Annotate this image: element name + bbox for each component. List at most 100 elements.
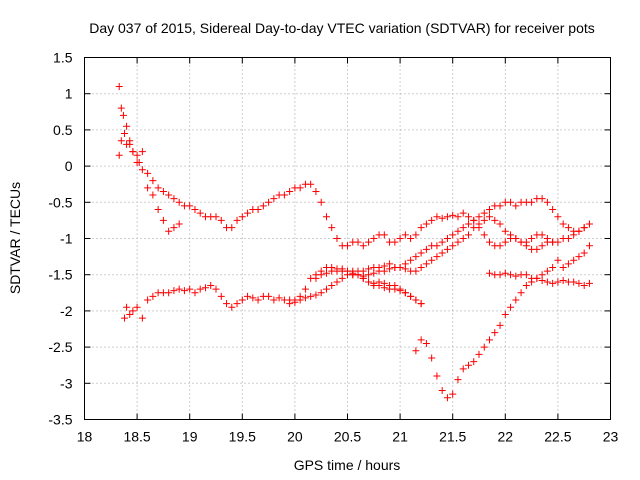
data-point xyxy=(254,206,262,214)
data-point xyxy=(417,300,425,308)
data-point xyxy=(207,282,215,290)
data-point xyxy=(186,285,194,293)
data-point xyxy=(249,294,257,302)
data-point xyxy=(338,265,346,273)
data-point xyxy=(159,187,167,195)
data-point xyxy=(459,235,467,242)
data-point xyxy=(391,238,399,246)
data-point xyxy=(491,329,499,337)
data-point xyxy=(354,238,362,246)
data-point xyxy=(486,336,494,344)
data-point xyxy=(559,263,567,271)
data-point xyxy=(317,198,325,206)
data-point xyxy=(470,224,478,232)
data-point xyxy=(228,303,236,311)
data-point xyxy=(165,289,173,297)
data-point xyxy=(149,292,157,300)
x-tick-label: 23 xyxy=(603,429,619,445)
data-point xyxy=(512,296,520,304)
x-tick-label: 20 xyxy=(287,429,303,445)
data-point xyxy=(212,213,220,221)
data-point xyxy=(464,213,472,221)
data-point xyxy=(549,206,557,214)
data-point xyxy=(296,296,304,304)
series-arc-4 xyxy=(286,195,593,306)
data-point xyxy=(449,231,457,239)
data-point xyxy=(543,267,551,275)
data-point xyxy=(175,220,183,228)
data-point xyxy=(491,216,499,224)
data-point xyxy=(496,202,504,210)
data-point xyxy=(528,235,536,242)
y-tick-label: -3.5 xyxy=(48,412,72,428)
data-point xyxy=(449,242,457,250)
data-point xyxy=(154,206,162,214)
data-point xyxy=(322,213,330,221)
data-point xyxy=(480,216,488,224)
data-point xyxy=(459,365,467,373)
data-point xyxy=(154,184,162,192)
data-point xyxy=(123,303,131,311)
x-tick-label: 21.5 xyxy=(439,429,466,445)
y-axis-label: SDTVAR / TECUs xyxy=(7,182,23,294)
data-point xyxy=(365,278,373,286)
data-point xyxy=(119,111,127,119)
data-point xyxy=(391,285,399,293)
data-point xyxy=(422,220,430,228)
data-point xyxy=(496,220,504,228)
data-point xyxy=(549,279,557,287)
data-point xyxy=(538,276,546,284)
data-point xyxy=(396,235,404,242)
data-point xyxy=(486,213,494,221)
data-point xyxy=(301,294,309,302)
data-point xyxy=(170,224,178,232)
data-point xyxy=(344,242,351,250)
data-point xyxy=(375,282,383,290)
data-point xyxy=(115,151,123,159)
data-point xyxy=(149,191,157,199)
y-tick-label: 0 xyxy=(65,158,73,174)
data-point xyxy=(533,245,541,253)
data-point xyxy=(129,148,137,156)
data-point xyxy=(407,256,415,264)
data-point xyxy=(470,358,478,366)
data-point xyxy=(522,271,530,279)
data-point xyxy=(475,220,483,228)
y-tick-label: 1 xyxy=(65,86,73,102)
data-point xyxy=(433,372,441,380)
data-point xyxy=(328,282,336,290)
data-point xyxy=(507,271,515,279)
series-arc-7 xyxy=(412,263,557,402)
data-point xyxy=(554,278,562,286)
data-point xyxy=(438,214,446,222)
x-tick-label: 19 xyxy=(182,429,198,445)
x-tick-labels: 18 18.5 19 19.5 20 20.5 21 21.5 22 22.5 23 xyxy=(77,429,619,445)
data-point xyxy=(212,285,220,293)
data-point xyxy=(317,271,325,279)
data-point xyxy=(175,285,183,293)
data-point xyxy=(422,339,430,347)
data-point xyxy=(165,191,173,199)
data-point xyxy=(244,292,252,300)
data-point xyxy=(117,104,125,112)
data-point xyxy=(554,256,562,264)
y-tick-label: -2.5 xyxy=(48,339,72,355)
data-point xyxy=(543,198,551,206)
data-point xyxy=(522,282,530,290)
data-point xyxy=(338,274,346,282)
data-point xyxy=(138,148,146,156)
data-point xyxy=(286,296,294,304)
data-point xyxy=(486,206,494,214)
data-point xyxy=(359,274,367,282)
data-point xyxy=(443,213,451,221)
data-point xyxy=(543,278,551,286)
data-point xyxy=(191,206,199,214)
data-point xyxy=(522,242,530,250)
x-tick-label: 20.5 xyxy=(334,429,361,445)
data-point xyxy=(433,242,441,250)
data-point xyxy=(380,284,388,292)
data-point xyxy=(396,263,404,271)
data-point xyxy=(138,166,146,174)
data-point xyxy=(412,347,420,355)
